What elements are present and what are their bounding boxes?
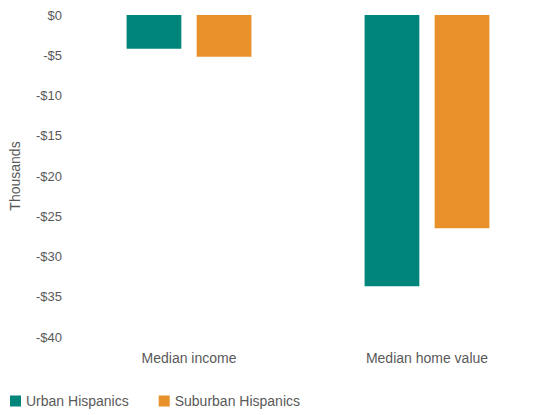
svg-text:$0: $0 [48, 8, 62, 23]
svg-text:-$25: -$25 [36, 209, 62, 224]
svg-text:-$10: -$10 [36, 88, 62, 103]
svg-text:Suburban Hispanics: Suburban Hispanics [175, 393, 300, 409]
svg-text:Median income: Median income [142, 350, 237, 366]
svg-text:-$30: -$30 [36, 249, 62, 264]
svg-text:-$35: -$35 [36, 289, 62, 304]
svg-text:-$20: -$20 [36, 169, 62, 184]
svg-text:Thousands: Thousands [7, 141, 23, 210]
svg-text:Median home value: Median home value [366, 350, 488, 366]
svg-text:Urban Hispanics: Urban Hispanics [26, 393, 129, 409]
svg-text:-$40: -$40 [36, 330, 62, 345]
svg-text:-$5: -$5 [43, 48, 62, 63]
svg-text:-$15: -$15 [36, 128, 62, 143]
